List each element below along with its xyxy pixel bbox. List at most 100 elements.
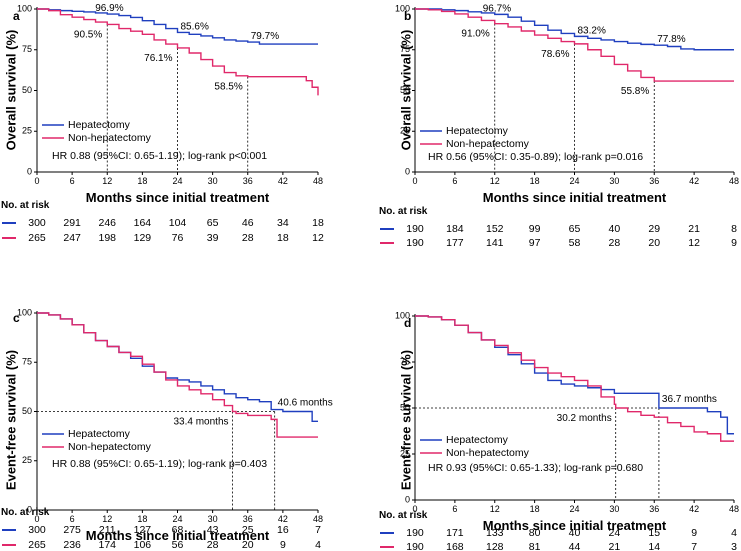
y-tick-label: 50 (400, 85, 410, 95)
x-tick-label: 0 (412, 504, 417, 514)
risk-count: 129 (134, 232, 152, 244)
risk-count: 20 (242, 539, 254, 551)
x-tick-label: 30 (609, 176, 619, 186)
risk-count: 9 (280, 539, 286, 551)
risk-count: 16 (277, 524, 289, 536)
y-tick-label: 75 (22, 44, 32, 54)
x-tick-label: 42 (689, 504, 699, 514)
legend-label: Non-hepatectomy (446, 138, 530, 150)
risk-count: 4 (731, 527, 737, 539)
hr-statistics: HR 0.88 (95%CI: 0.65-1.19); log-rank p<0… (52, 150, 267, 162)
x-tick-label: 6 (452, 504, 457, 514)
risk-count: 8 (731, 223, 737, 235)
risk-count: 190 (406, 527, 424, 539)
chart-panel-a: a Overall survival (%) 0 25 50 75 100 0 6 12 18 24 3… (1, 3, 324, 244)
y-tick-label: 100 (395, 3, 410, 13)
x-axis-label: Months since initial treatment (483, 190, 667, 205)
risk-count: 99 (529, 223, 541, 235)
survival-label-hepatectomy: 79.7% (251, 31, 279, 42)
y-tick-label: 50 (22, 406, 32, 416)
risk-count: 3 (731, 541, 737, 551)
risk-count: 106 (134, 539, 152, 551)
y-tick-label: 75 (22, 357, 32, 367)
x-tick-label: 36 (649, 176, 659, 186)
series-line-non-hepatectomy (415, 8, 734, 82)
risk-table-header: No. at risk (379, 510, 428, 521)
x-tick-label: 18 (530, 176, 540, 186)
survival-label-hepatectomy: 96.7% (483, 3, 511, 14)
risk-count: 12 (688, 237, 700, 249)
risk-count: 4 (315, 539, 321, 551)
risk-table-header: No. at risk (1, 507, 50, 518)
survival-label-hepatectomy: 83.2% (578, 25, 606, 36)
risk-count: 128 (486, 541, 504, 551)
legend-label: Hepatectomy (68, 119, 131, 131)
risk-count: 246 (98, 217, 116, 229)
risk-count: 291 (63, 217, 81, 229)
survival-label-hepatectomy: 85.6% (181, 21, 209, 32)
risk-count: 171 (446, 527, 464, 539)
y-axis-label: Overall survival (%) (398, 30, 413, 151)
risk-count: 300 (28, 524, 46, 536)
risk-count: 56 (172, 539, 184, 551)
survival-label-non-hepatectomy: 76.1% (144, 53, 172, 64)
risk-count: 81 (529, 541, 541, 551)
risk-count: 236 (63, 539, 81, 551)
x-tick-label: 48 (729, 176, 739, 186)
x-axis-label: Months since initial treatment (483, 518, 667, 533)
y-tick-label: 25 (22, 126, 32, 136)
risk-table-header: No. at risk (1, 200, 50, 211)
risk-count: 190 (406, 541, 424, 551)
risk-count: 65 (569, 223, 581, 235)
risk-count: 9 (691, 527, 697, 539)
survival-label-non-hepatectomy: 55.8% (621, 86, 649, 97)
risk-count: 152 (486, 223, 504, 235)
risk-count: 177 (446, 237, 464, 249)
risk-count: 65 (207, 217, 219, 229)
x-tick-label: 12 (490, 176, 500, 186)
risk-count: 97 (529, 237, 541, 249)
legend-label: Non-hepatectomy (446, 447, 530, 459)
risk-count: 40 (609, 223, 621, 235)
risk-count: 174 (98, 539, 116, 551)
risk-count: 68 (172, 524, 184, 536)
risk-count: 44 (569, 541, 581, 551)
x-axis-label: Months since initial treatment (86, 528, 270, 543)
panel-letter: c (13, 311, 20, 325)
y-tick-label: 25 (400, 126, 410, 136)
risk-count: 133 (486, 527, 504, 539)
median-label-hepatectomy: 36.7 months (662, 394, 717, 405)
series-line-hepatectomy (415, 8, 734, 51)
legend-label: Hepatectomy (446, 125, 509, 137)
y-tick-label: 75 (400, 356, 410, 366)
y-tick-label: 100 (17, 307, 32, 317)
series-line-hepatectomy (37, 8, 318, 45)
survival-label-non-hepatectomy: 78.6% (541, 49, 569, 60)
series-line-hepatectomy (37, 312, 318, 423)
risk-count: 300 (28, 217, 46, 229)
risk-count: 7 (315, 524, 321, 536)
y-tick-label: 0 (27, 504, 32, 514)
x-tick-label: 42 (689, 176, 699, 186)
x-tick-label: 18 (530, 504, 540, 514)
risk-count: 43 (207, 524, 219, 536)
y-tick-label: 50 (400, 402, 410, 412)
x-tick-label: 6 (452, 176, 457, 186)
median-label-non-hepatectomy: 33.4 months (173, 417, 228, 428)
risk-count: 9 (731, 237, 737, 249)
risk-count: 18 (312, 217, 324, 229)
y-tick-label: 100 (395, 310, 410, 320)
risk-count: 18 (277, 232, 289, 244)
x-tick-label: 12 (102, 176, 112, 186)
hr-statistics: HR 0.56 (95%CI: 0.35-0.89); log-rank p=0… (428, 151, 643, 163)
risk-count: 127 (134, 524, 152, 536)
risk-count: 28 (609, 237, 621, 249)
risk-count: 28 (207, 539, 219, 551)
x-tick-label: 42 (278, 176, 288, 186)
risk-count: 190 (406, 223, 424, 235)
y-tick-label: 0 (27, 166, 32, 176)
risk-count: 34 (277, 217, 289, 229)
risk-count: 40 (569, 527, 581, 539)
risk-count: 265 (28, 539, 46, 551)
risk-count: 168 (446, 541, 464, 551)
